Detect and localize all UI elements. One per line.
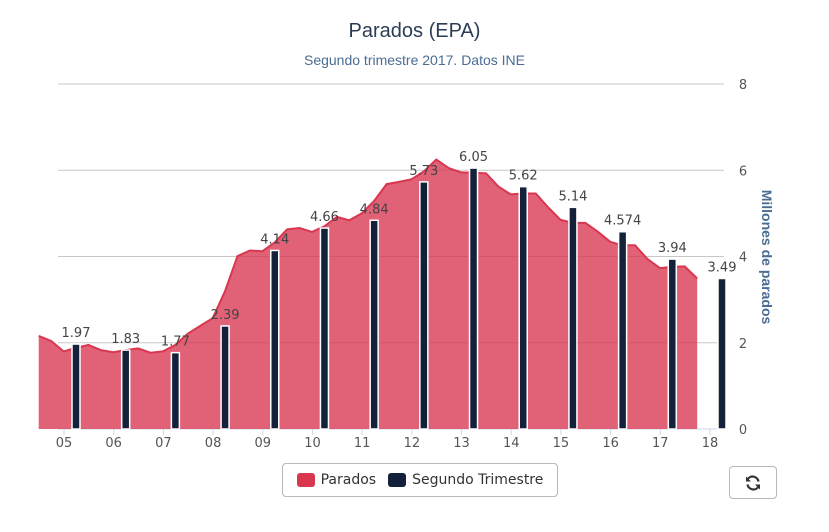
x-tick-label: 14 xyxy=(503,436,520,451)
bar-segundo-trimestre xyxy=(568,206,578,430)
legend-label-segundo-trimestre: Segundo Trimestre xyxy=(412,472,544,488)
data-label: 6.05 xyxy=(459,150,488,165)
axes: 0 2 4 6 8 05 06 07 08 09 10 11 12 13 14 15 16 17 18 xyxy=(56,78,747,451)
x-tick-label: 17 xyxy=(652,436,669,451)
parados-line xyxy=(38,158,698,354)
bar-segundo-trimestre xyxy=(71,343,81,430)
refresh-icon xyxy=(746,474,760,491)
data-label: 1.77 xyxy=(161,335,190,350)
x-tick-label: 05 xyxy=(56,436,73,451)
data-label: 3.94 xyxy=(658,241,687,256)
data-label: 4.574 xyxy=(604,214,641,229)
y-tick-label: 6 xyxy=(739,164,747,179)
chart-title: Parados (EPA) xyxy=(348,20,481,42)
legend-item-segundo-trimestre[interactable]: Segundo Trimestre xyxy=(388,472,543,488)
bar-segundo-trimestre xyxy=(170,351,181,430)
legend: Parados Segundo Trimestre xyxy=(282,463,558,497)
x-tick-label: 15 xyxy=(553,436,570,451)
x-tick-label: 11 xyxy=(354,436,371,451)
data-label: 5.73 xyxy=(409,164,438,179)
bar-segundo-trimestre xyxy=(617,230,628,430)
x-tick-label: 10 xyxy=(304,436,321,451)
data-label: 4.66 xyxy=(310,210,339,225)
legend-item-parados[interactable]: Parados xyxy=(296,472,377,488)
x-tick-label: 06 xyxy=(105,436,122,451)
y-tick-label: 2 xyxy=(739,337,747,352)
x-tick-label: 18 xyxy=(702,436,719,451)
y-tick-label: 8 xyxy=(739,78,747,93)
bar-segundo-trimestre xyxy=(468,167,479,430)
bar-segundo-trimestre xyxy=(120,349,131,430)
chart-subtitle: Segundo trimestre 2017. Datos INE xyxy=(303,52,525,68)
x-tick-label: 07 xyxy=(155,436,172,451)
x-tick-label: 08 xyxy=(205,436,222,451)
bar-segundo-trimestre xyxy=(270,249,280,430)
data-label: 5.62 xyxy=(509,169,538,184)
legend-swatch-parados xyxy=(296,473,315,487)
data-label: 2.39 xyxy=(211,308,240,323)
data-label: 5.14 xyxy=(558,189,587,204)
y-tick-label: 0 xyxy=(739,423,747,438)
bar-segundo-trimestre xyxy=(319,227,330,430)
legend-label-parados: Parados xyxy=(320,472,377,488)
data-labels: 1.97 1.83 1.77 2.39 4.14 4.66 4.84 5.73 6.05 5.62… xyxy=(62,150,737,350)
bar-segundo-trimestre xyxy=(717,277,727,430)
y-axis-label: Millones de parados xyxy=(759,190,775,325)
legend-swatch-segundo-trimestre xyxy=(388,473,407,487)
y-tick-label: 4 xyxy=(739,251,747,266)
parados-area-series xyxy=(38,158,698,429)
bar-segundo-trimestre xyxy=(419,181,429,430)
bar-segundo-trimestre xyxy=(667,258,678,430)
bar-segundo-trimestre xyxy=(369,219,379,430)
bar-segundo-trimestre xyxy=(220,325,230,430)
bar-segundo-trimestre xyxy=(518,185,528,430)
data-label: 1.83 xyxy=(111,332,140,347)
x-tick-label: 16 xyxy=(602,436,619,451)
x-tick-label: 09 xyxy=(254,436,271,451)
data-label: 4.84 xyxy=(360,202,389,217)
x-tick-label: 13 xyxy=(453,436,470,451)
data-label: 4.14 xyxy=(260,232,289,247)
x-tick-label: 12 xyxy=(404,436,421,451)
parados-area-fill xyxy=(38,159,698,429)
refresh-button[interactable] xyxy=(729,466,777,499)
data-label: 1.97 xyxy=(62,326,91,341)
segundo-trimestre-bars xyxy=(71,167,727,430)
data-label: 3.49 xyxy=(708,260,737,275)
